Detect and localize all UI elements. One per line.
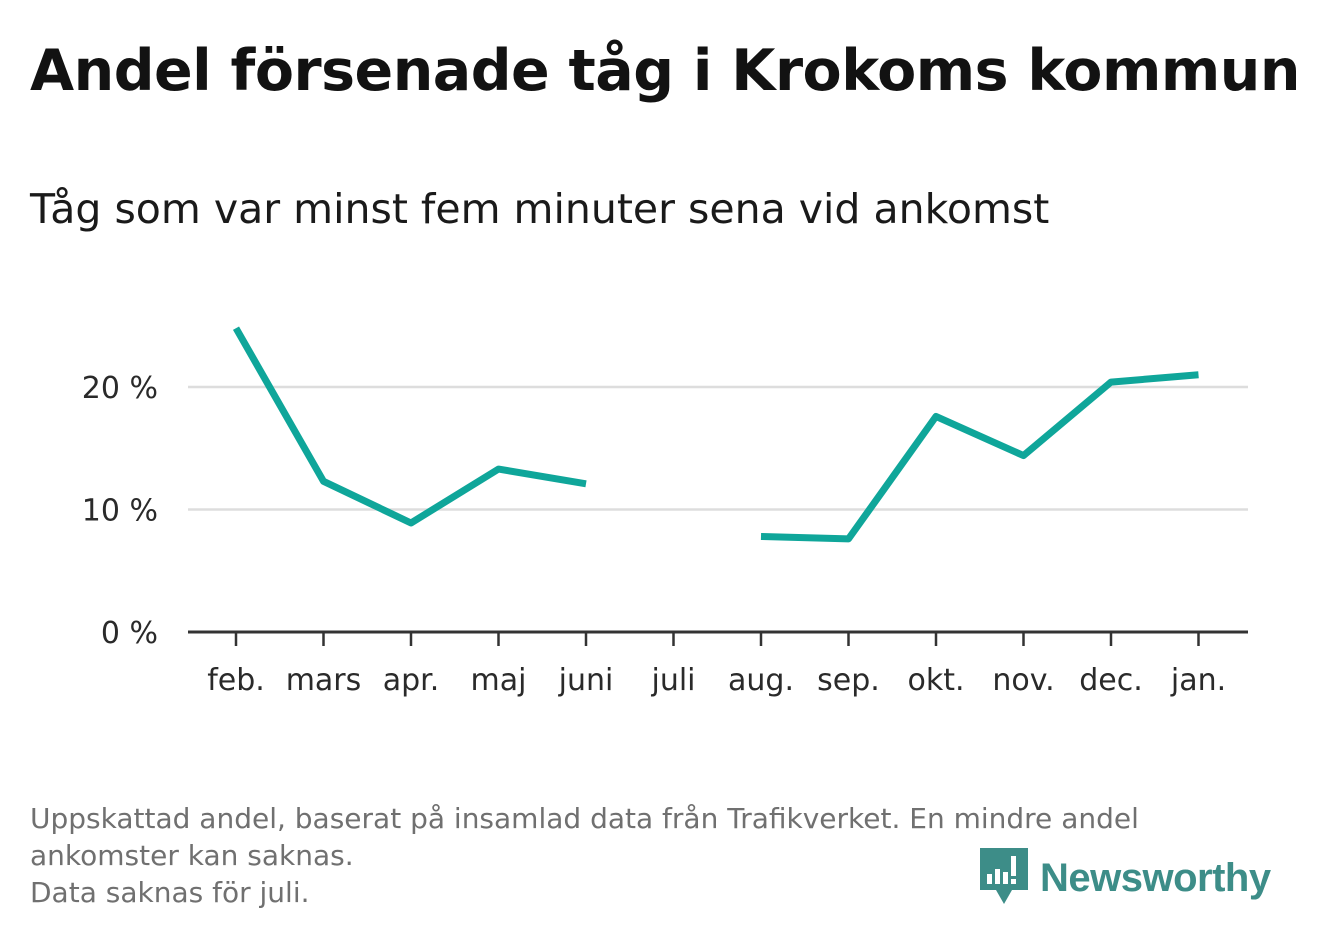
x-tick-label: aug.	[728, 663, 794, 698]
chart-subtitle: Tåg som var minst fem minuter sena vid a…	[30, 185, 1050, 233]
x-tick-label: juni	[558, 663, 614, 698]
chart-title: Andel försenade tåg i Krokoms kommun	[30, 38, 1300, 104]
footnote-line-2: ankomster kan saknas.	[30, 839, 354, 872]
y-tick-label: 10 %	[82, 494, 158, 529]
x-tick-label: okt.	[907, 663, 964, 698]
footnote: Uppskattad andel, baserat på insamlad da…	[30, 800, 1290, 911]
y-axis-ticks: 0 % 10 % 20 %	[82, 371, 158, 651]
x-tick-label: nov.	[992, 663, 1054, 698]
x-tick-label: jan.	[1170, 663, 1226, 698]
gridlines	[188, 385, 1248, 511]
x-tick-label: sep.	[817, 663, 880, 698]
x-axis: feb. mars apr. maj juni juli aug. sep. okt. nov. d…	[188, 630, 1248, 698]
x-tick-label: dec.	[1079, 663, 1143, 698]
footnote-line-1: Uppskattad andel, baserat på insamlad da…	[30, 802, 1139, 835]
series-line-segment	[232, 326, 587, 527]
y-tick-label: 0 %	[101, 616, 158, 651]
footnote-line-3: Data saknas för juli.	[30, 876, 310, 909]
x-tick-label: juli	[650, 663, 695, 698]
brand-name: Newsworthy	[1040, 855, 1271, 900]
y-tick-label: 20 %	[82, 371, 158, 406]
brand: Newsworthy	[980, 848, 1271, 908]
x-tick-label: mars	[286, 663, 362, 698]
x-tick-label: feb.	[207, 663, 265, 698]
line-chart: 0 % 10 % 20 % feb. mars apr. maj juni juli aug. s…	[82, 326, 1248, 698]
x-tick-label: apr.	[383, 663, 440, 698]
x-tick-label: maj	[471, 663, 527, 698]
data-series	[232, 326, 1199, 543]
newsworthy-logo-icon	[980, 848, 1028, 904]
series-line-segment	[760, 371, 1199, 543]
